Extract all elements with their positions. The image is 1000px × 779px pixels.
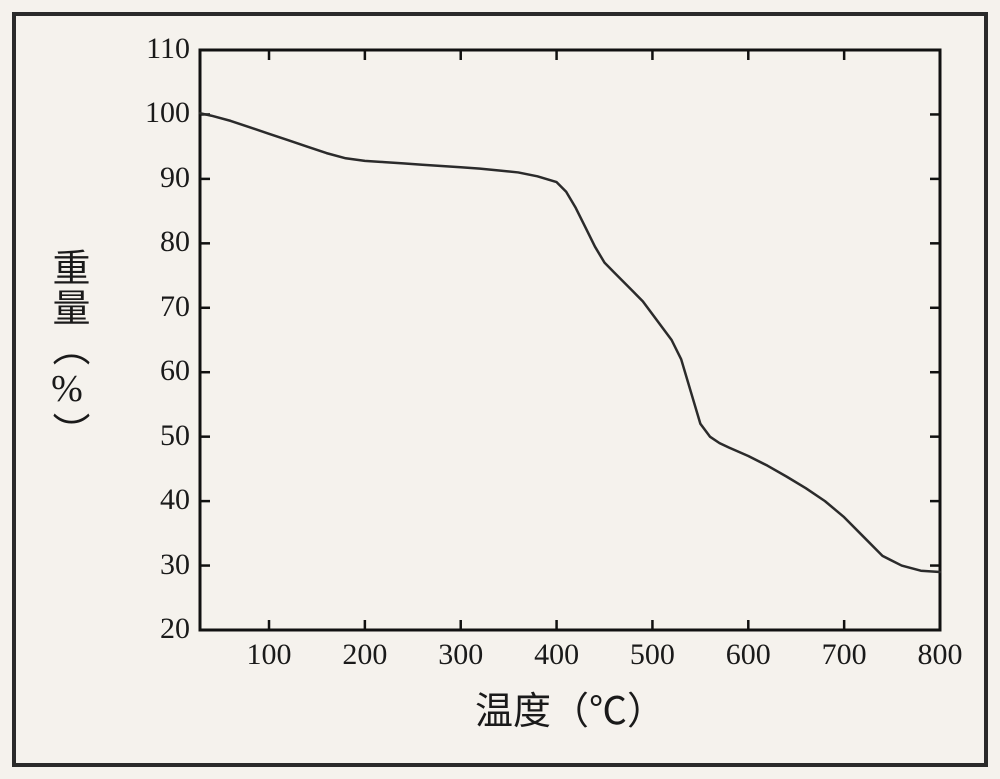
x-axis-label: 温度（℃）: [420, 680, 720, 735]
y-tick-label: 40: [120, 483, 190, 517]
x-tick-label: 300: [421, 638, 501, 672]
y-tick-label: 70: [120, 290, 190, 324]
y-tick-label: 110: [120, 32, 190, 66]
x-tick-label: 400: [517, 638, 597, 672]
y-tick-label: 80: [120, 225, 190, 259]
x-tick-label: 100: [229, 638, 309, 672]
y-tick-label: 20: [120, 612, 190, 646]
x-tick-label: 600: [708, 638, 788, 672]
y-tick-label: 100: [120, 96, 190, 130]
x-tick-label: 800: [900, 638, 980, 672]
y-tick-label: 30: [120, 548, 190, 582]
x-tick-label: 200: [325, 638, 405, 672]
x-tick-label: 700: [804, 638, 884, 672]
y-tick-label: 50: [120, 419, 190, 453]
x-tick-label: 500: [612, 638, 692, 672]
y-axis-label: 重量（%）: [40, 210, 95, 490]
y-tick-label: 90: [120, 161, 190, 195]
y-tick-label: 60: [120, 354, 190, 388]
